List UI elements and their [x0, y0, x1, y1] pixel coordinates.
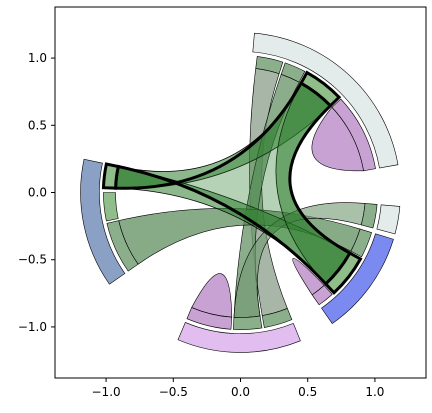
ticks: −1.0 −0.5 0.0 0.5 1.0 1.0 0.5 0.0 −0.5 −1.0: [18, 51, 385, 399]
segment-D-9: [233, 315, 263, 330]
segment-A-0: [255, 56, 284, 74]
node-arc-A: [252, 32, 399, 169]
y-tick-label: 0.0: [28, 186, 47, 200]
node-arc-E: [80, 158, 126, 285]
segment-E-11: [101, 162, 120, 190]
x-tick-label: −1.0: [92, 385, 121, 399]
segment-A-2: [299, 70, 342, 108]
x-tick-label: 1.0: [365, 385, 384, 399]
segment-C-6: [323, 251, 363, 295]
x-tick-label: 0.5: [298, 385, 317, 399]
plot-area: [80, 32, 401, 353]
node-arc-D: [177, 322, 301, 353]
segment-A-3: [331, 98, 376, 172]
node-arc-C: [321, 233, 394, 324]
segment-A-1: [280, 62, 306, 83]
segment-D-10: [186, 307, 233, 330]
segment-D-8: [261, 308, 293, 328]
segment-E-12: [103, 192, 119, 222]
x-tick-label: 0.0: [231, 385, 250, 399]
y-tick-label: 1.0: [28, 51, 47, 65]
y-tick-label: −0.5: [18, 253, 47, 267]
segment-E-13: [106, 220, 139, 272]
y-tick-label: −1.0: [18, 320, 47, 334]
segment-C-7: [311, 284, 333, 306]
highlight-outline: [114, 81, 352, 287]
node-arc-B: [376, 204, 401, 235]
segment-B-4: [360, 203, 378, 229]
y-tick-label: 0.5: [28, 118, 47, 132]
x-tick-label: −0.5: [159, 385, 188, 399]
segment-C-5: [350, 228, 372, 258]
